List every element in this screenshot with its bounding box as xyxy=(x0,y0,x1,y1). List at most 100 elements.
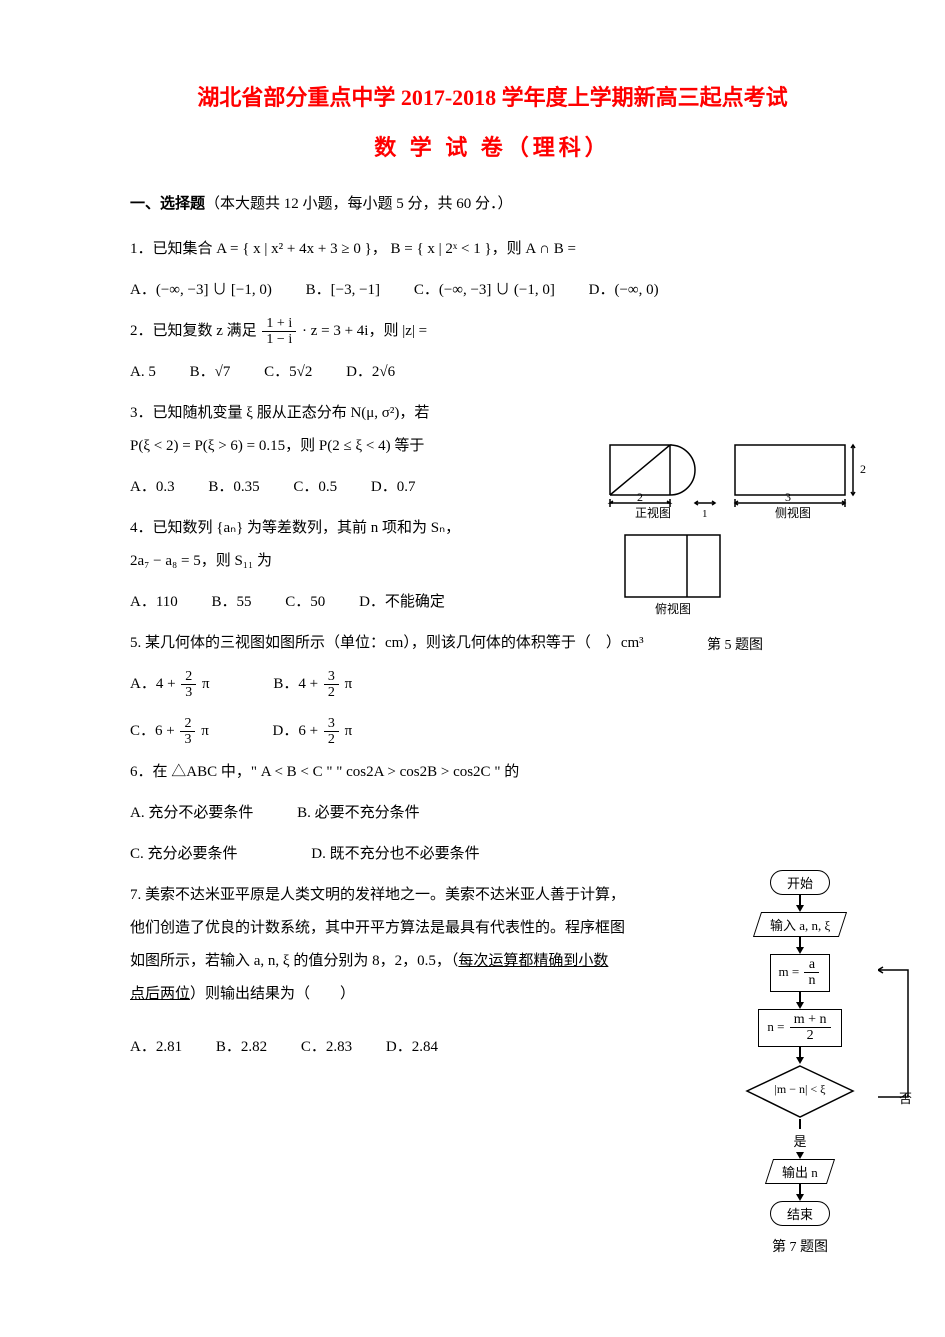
q5-option-d: D．6 + 32 π xyxy=(273,715,353,748)
q6-option-a: A. 充分不必要条件 xyxy=(130,797,253,830)
q6-option-b: B. 必要不充分条件 xyxy=(297,797,420,830)
q1-option-b: B．[−3, −1] xyxy=(306,274,380,307)
three-views-svg: 正视图 2 1 2 3 侧视图 xyxy=(595,425,875,625)
flow-start: 开始 xyxy=(770,870,830,895)
flow-decision: |m − n| < ξ xyxy=(745,1064,855,1119)
q2-suffix: · z = 3 + 4i，则 |z| = xyxy=(302,323,427,339)
q5-b-den: 2 xyxy=(324,685,339,700)
q7-option-c: C．2.83 xyxy=(301,1031,352,1064)
q1-text: 1．已知集合 A = { x | x² + 4x + 3 ≥ 0 }， B = … xyxy=(130,241,576,257)
q7-line3-under: 每次运算都精确到小数 xyxy=(458,953,608,969)
q7-option-a: A．2.81 xyxy=(130,1031,182,1064)
q2-frac-num: 1 + i xyxy=(262,316,296,332)
question-7: 7. 美索不达米亚平原是人类文明的发祥地之一。美索不达米亚人善于计算， 他们创造… xyxy=(130,879,690,1011)
q1-option-d: D．(−∞, 0) xyxy=(589,274,659,307)
q6-option-c: C. 充分必要条件 xyxy=(130,838,238,871)
dim-3: 3 xyxy=(785,490,791,504)
flow-loop-line xyxy=(878,965,918,1110)
flow-cond-text: |m − n| < ξ xyxy=(745,1082,855,1097)
q1-option-c: C．(−∞, −3] ∪ (−1, 0] xyxy=(414,274,555,307)
front-view-label: 正视图 xyxy=(635,505,671,520)
exam-title-sub: 数 学 试 卷（理科） xyxy=(130,130,855,162)
flow-n-den: 2 xyxy=(790,1028,831,1043)
q2-option-b: B．√7 xyxy=(190,356,231,389)
flow-yes-label: 是 xyxy=(793,1131,806,1150)
q5-option-c: C．6 + 23 π xyxy=(130,715,209,748)
q5-a-num: 2 xyxy=(181,669,196,685)
q5-d-den: 2 xyxy=(324,732,339,747)
q5-d-post: π xyxy=(341,723,352,739)
q2-option-a: A. 5 xyxy=(130,356,156,389)
q3-line2: P(ξ < 2) = P(ξ > 6) = 0.15，则 P(2 ≤ ξ < 4… xyxy=(130,430,630,463)
q5-c-pre: C．6 + xyxy=(130,723,178,739)
q7-line3: 如图所示，若输入 a, n, ξ 的值分别为 8，2，0.5，（每次运算都精确到… xyxy=(130,945,690,978)
q2-fraction: 1 + i 1 − i xyxy=(262,316,296,348)
exam-title-main: 湖北省部分重点中学 2017-2018 学年度上学期新高三起点考试 xyxy=(130,80,855,112)
q6-option-d: D. 既不充分也不必要条件 xyxy=(311,838,479,871)
q6-options-row2: C. 充分必要条件 D. 既不充分也不必要条件 xyxy=(130,838,690,871)
flow-n-lhs: n = xyxy=(767,1019,787,1034)
q2-option-c: C．5√2 xyxy=(264,356,312,389)
q5-option-b: B．4 + 32 π xyxy=(273,668,352,701)
q7-option-b: B．2.82 xyxy=(216,1031,267,1064)
flow-n-num: m + n xyxy=(790,1012,831,1028)
dim-2-front: 2 xyxy=(637,490,643,504)
q5-b-pre: B．4 + xyxy=(273,676,321,692)
q7-line3-pre: 如图所示，若输入 a, n, ξ 的值分别为 8，2，0.5，（ xyxy=(130,953,458,969)
q5-c-num: 2 xyxy=(180,716,195,732)
flow-m-den: n xyxy=(804,973,819,988)
q5-d-pre: D．6 + xyxy=(273,723,322,739)
figure-5-three-views: 正视图 2 1 2 3 侧视图 xyxy=(595,425,875,654)
question-1: 1．已知集合 A = { x | x² + 4x + 3 ≥ 0 }， B = … xyxy=(130,233,855,266)
q5-a-pre: A．4 + xyxy=(130,676,179,692)
section-1-heading: 一、选择题（本大题共 12 小题，每小题 5 分，共 60 分．） xyxy=(130,192,855,213)
flow-output: 输出 n xyxy=(765,1159,835,1184)
figure-7-caption: 第 7 题图 xyxy=(710,1236,890,1256)
q1-options: A．(−∞, −3] ∪ [−1, 0) B．[−3, −1] C．(−∞, −… xyxy=(130,274,855,307)
top-view-label: 俯视图 xyxy=(655,601,691,616)
q1-option-a: A．(−∞, −3] ∪ [−1, 0) xyxy=(130,274,272,307)
q7-option-d: D．2.84 xyxy=(386,1031,438,1064)
q4-option-d: D．不能确定 xyxy=(359,586,445,619)
q4-option-c: C．50 xyxy=(285,586,325,619)
section-desc: （本大题共 12 小题，每小题 5 分，共 60 分．） xyxy=(205,196,513,212)
q4-line1: 4．已知数列 {aₙ} 为等差数列，其前 n 项和为 Sₙ， xyxy=(130,512,630,545)
q5-option-a: A．4 + 23 π xyxy=(130,668,210,701)
flow-m-lhs: m = xyxy=(779,964,803,979)
q6-options-row1: A. 充分不必要条件 B. 必要不充分条件 xyxy=(130,797,690,830)
question-3: 3．已知随机变量 ξ 服从正态分布 N(μ, σ²)，若 P(ξ < 2) = … xyxy=(130,397,630,463)
q5-options-row2: C．6 + 23 π D．6 + 32 π xyxy=(130,715,855,748)
question-2: 2．已知复数 z 满足 1 + i 1 − i · z = 3 + 4i，则 |… xyxy=(130,315,855,348)
flow-end: 结束 xyxy=(770,1201,830,1226)
flow-step-m: m = an xyxy=(770,954,831,992)
question-4: 4．已知数列 {aₙ} 为等差数列，其前 n 项和为 Sₙ， 2a₇ − a₈ … xyxy=(130,512,630,578)
q2-options: A. 5 B．√7 C．5√2 D．2√6 xyxy=(130,356,855,389)
q7-line4: 点后两位）则输出结果为（ ） xyxy=(130,978,690,1011)
q3-option-b: B．0.35 xyxy=(208,471,259,504)
q7-line4-post: ）则输出结果为（ ） xyxy=(190,986,355,1002)
q7-line4-under: 点后两位 xyxy=(130,986,190,1002)
q5-a-den: 3 xyxy=(181,685,196,700)
q6-text: 6．在 △ABC 中，" A < B < C " " cos2A > cos2B… xyxy=(130,764,519,780)
figure-5-caption: 第 5 题图 xyxy=(595,634,875,654)
q3-options: A．0.3 B．0.35 C．0.5 D．0.7 xyxy=(130,471,630,504)
q5-d-num: 3 xyxy=(324,716,339,732)
dim-2-side: 2 xyxy=(860,462,866,476)
q7-line2: 他们创造了优良的计数系统，其中开平方算法是最具有代表性的。程序框图 xyxy=(130,912,690,945)
q2-option-d: D．2√6 xyxy=(346,356,395,389)
q4-option-a: A．110 xyxy=(130,586,178,619)
q4-line2: 2a₇ − a₈ = 5，则 S₁₁ 为 xyxy=(130,545,630,578)
q3-line1: 3．已知随机变量 ξ 服从正态分布 N(μ, σ²)，若 xyxy=(130,397,630,430)
q5-c-post: π xyxy=(197,723,208,739)
q2-prefix: 2．已知复数 z 满足 xyxy=(130,323,257,339)
flow-m-num: a xyxy=(804,957,819,973)
q5-options-row1: A．4 + 23 π B．4 + 32 π xyxy=(130,668,855,701)
q3-option-a: A．0.3 xyxy=(130,471,175,504)
q7-line1: 7. 美索不达米亚平原是人类文明的发祥地之一。美索不达米亚人善于计算， xyxy=(130,879,690,912)
q5-a-post: π xyxy=(198,676,209,692)
q5-b-post: π xyxy=(341,676,352,692)
flow-input: 输入 a, n, ξ xyxy=(753,912,847,937)
q3-option-d: D．0.7 xyxy=(371,471,416,504)
flow-step-n: n = m + n2 xyxy=(758,1009,841,1047)
side-view-label: 侧视图 xyxy=(775,505,811,520)
